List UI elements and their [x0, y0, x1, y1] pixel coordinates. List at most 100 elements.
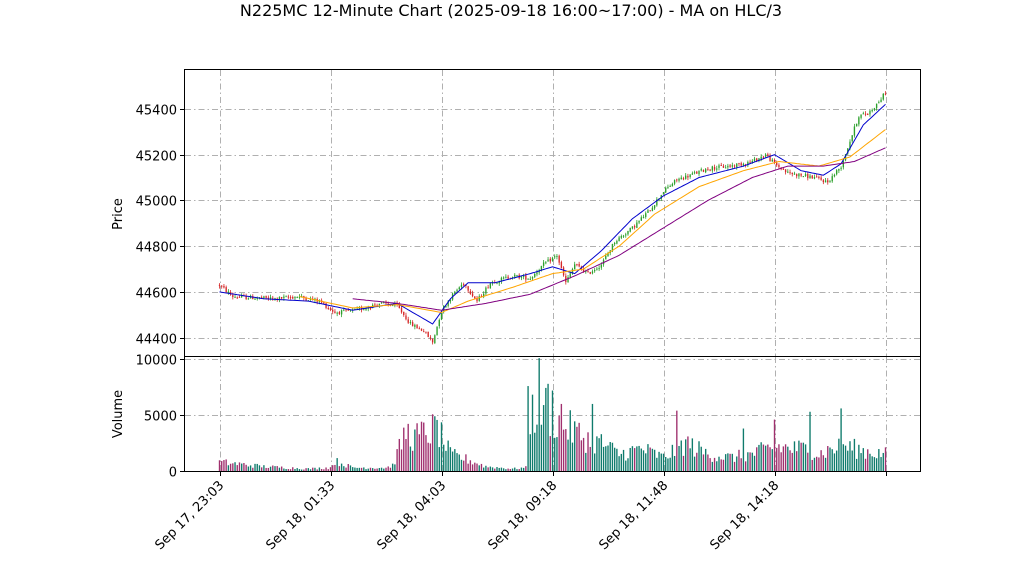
candle-body: [718, 165, 720, 168]
candle-body: [700, 169, 702, 171]
candle-body: [323, 302, 325, 304]
candle-body: [631, 226, 634, 229]
candle-body: [587, 271, 589, 273]
volume-bar: [243, 463, 245, 471]
volume-bar: [449, 447, 452, 471]
candle-body: [405, 315, 407, 320]
candle-body: [542, 262, 545, 266]
volume-bar: [438, 447, 440, 471]
candle-body: [538, 270, 540, 273]
volume-bar: [569, 410, 571, 471]
volume-bar: [354, 467, 356, 471]
candle-body: [758, 158, 760, 161]
candle-body: [336, 312, 338, 314]
volume-bar: [238, 462, 241, 471]
volume-bar: [698, 441, 700, 471]
candle-body: [289, 297, 292, 299]
candle-body: [440, 311, 443, 320]
candle-body: [474, 296, 476, 299]
candle-body: [685, 175, 687, 179]
candle-body: [471, 293, 474, 297]
candle-body: [267, 297, 270, 299]
volume-bar: [656, 457, 658, 471]
candle-body: [840, 167, 842, 169]
candle-body: [516, 275, 518, 277]
candle-body: [234, 296, 236, 298]
candle-body: [358, 308, 361, 310]
candle-body: [409, 321, 412, 323]
candle-body: [702, 169, 705, 172]
candle-body: [751, 160, 753, 163]
candle-body: [633, 226, 636, 228]
candle-body: [565, 275, 567, 283]
volume-bar: [716, 461, 718, 471]
volume-bar: [720, 459, 722, 471]
volume-bar: [540, 424, 543, 471]
candle-body: [851, 135, 853, 142]
volume-bar: [558, 415, 560, 471]
volume-bar: [258, 465, 261, 471]
volume-bar: [685, 439, 687, 471]
volume-bar: [804, 444, 807, 471]
candle-body: [649, 210, 651, 212]
candle-body: [847, 148, 849, 154]
volume-bar: [496, 467, 498, 471]
volume-bar: [367, 468, 369, 471]
candle-body: [724, 167, 727, 169]
volume-bar: [471, 464, 474, 471]
volume-bar: [234, 462, 236, 471]
candle-body: [562, 267, 565, 276]
candle-body: [298, 296, 301, 298]
volume-bar: [824, 457, 827, 471]
volume-bar: [609, 441, 611, 471]
candle-body: [787, 171, 789, 173]
volume-bar: [431, 414, 434, 471]
volume-bar: [527, 386, 529, 471]
candle-body: [520, 276, 523, 278]
candle-body: [829, 181, 831, 183]
candle-body: [369, 307, 372, 309]
volume-bar: [445, 450, 447, 471]
volume-bar: [811, 459, 813, 471]
volume-bar: [334, 464, 336, 471]
volume-bar: [835, 450, 838, 471]
candle-body: [593, 269, 596, 272]
volume-bar: [387, 466, 389, 471]
candle-body: [278, 296, 281, 300]
volume-bar: [303, 469, 305, 471]
volume-bar: [598, 438, 600, 471]
candle-body: [529, 278, 531, 280]
volume-bar: [633, 448, 636, 471]
volume-bar: [560, 403, 563, 471]
volume-bar: [771, 449, 773, 471]
candle-body: [403, 311, 405, 315]
volume-bars: [218, 358, 887, 471]
volume-bar: [482, 467, 485, 471]
candle-body: [613, 242, 616, 245]
candle-body: [498, 281, 500, 284]
price-candles: [218, 91, 887, 345]
volume-bar: [407, 423, 409, 471]
volume-bar: [502, 468, 505, 471]
volume-bar: [862, 448, 864, 471]
volume-bar: [565, 429, 567, 471]
candle-body: [332, 309, 334, 312]
candle-body: [287, 296, 290, 298]
candle-body: [536, 272, 538, 275]
candle-body: [496, 282, 498, 284]
volume-bar: [647, 444, 649, 471]
candle-body: [340, 310, 343, 315]
candle-body: [833, 174, 836, 177]
candle-body: [815, 176, 818, 178]
candle-body: [753, 158, 756, 162]
volume-bar: [625, 460, 627, 471]
volume-bar: [294, 468, 296, 471]
volume-bar: [345, 467, 347, 471]
candle-body: [436, 326, 438, 336]
volume-bar: [855, 458, 858, 471]
volume-bar: [218, 460, 221, 471]
volume-bar: [682, 455, 685, 471]
candle-body: [232, 295, 234, 298]
candle-body: [571, 268, 574, 274]
candle-body: [813, 177, 816, 179]
